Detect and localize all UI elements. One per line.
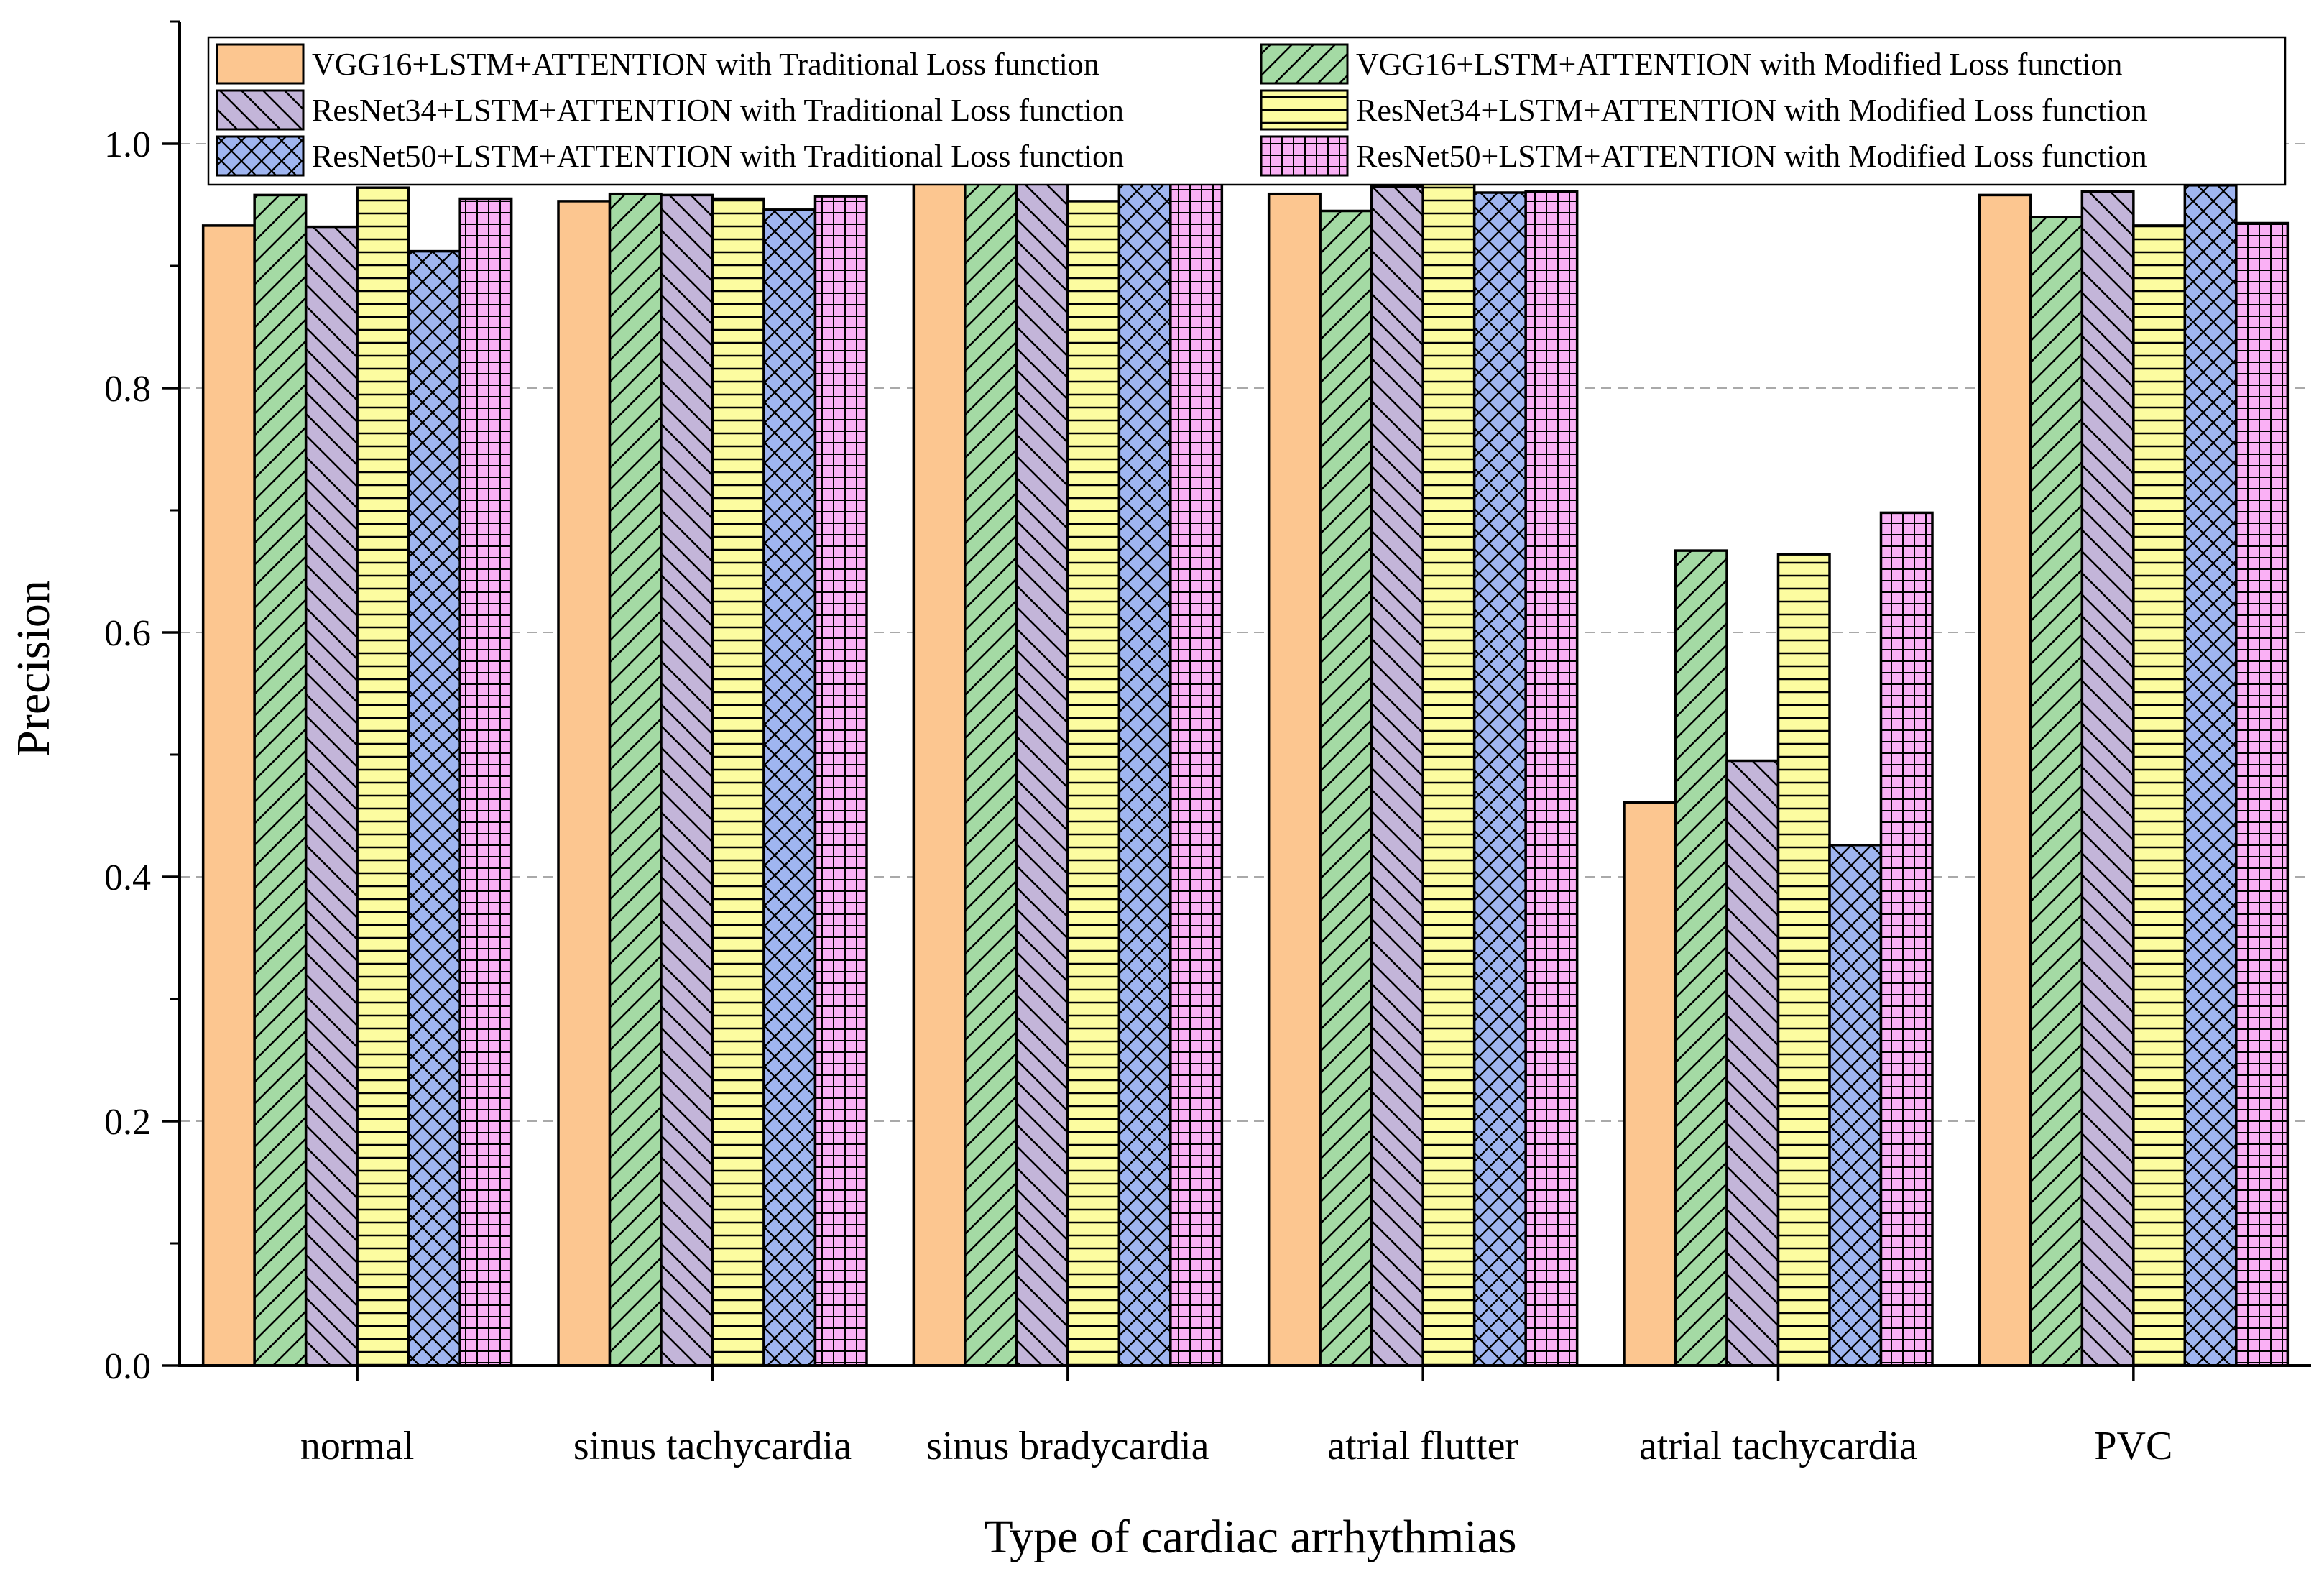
legend-label: ResNet50+LSTM+ATTENTION with Traditional… bbox=[312, 139, 1124, 174]
legend-swatch-pattern bbox=[1261, 137, 1347, 175]
bar-pattern bbox=[1016, 172, 1068, 1366]
bar-pattern bbox=[2236, 223, 2288, 1366]
bar-pattern bbox=[1778, 554, 1830, 1366]
bars bbox=[201, 164, 2290, 1367]
bar-pattern bbox=[1067, 201, 1120, 1366]
bar-pattern bbox=[1830, 844, 1881, 1366]
legend: VGG16+LSTM+ATTENTION with Traditional Lo… bbox=[207, 36, 2287, 186]
axis-labels: normal sinus tachycardia sinus bradycardia… bbox=[104, 124, 2172, 1468]
bar-pattern bbox=[1727, 760, 1779, 1366]
bar-pattern bbox=[1474, 193, 1526, 1366]
bar-pattern bbox=[1675, 551, 1727, 1366]
bar bbox=[1268, 193, 1321, 1366]
legend-swatch-pattern bbox=[1261, 45, 1347, 83]
legend-swatch bbox=[217, 45, 303, 83]
x-tick-label: sinus tachycardia bbox=[573, 1424, 852, 1468]
bar bbox=[1979, 195, 2031, 1366]
y-axis-title: Precision bbox=[7, 580, 60, 757]
bar-pattern bbox=[712, 198, 764, 1366]
legend-swatch-outline bbox=[1260, 135, 1349, 177]
legend-swatch-outline bbox=[1260, 43, 1349, 85]
bar-pattern bbox=[1371, 186, 1424, 1366]
x-tick-label: normal bbox=[300, 1424, 415, 1468]
x-tick-label: PVC bbox=[2094, 1424, 2172, 1468]
bar bbox=[558, 201, 610, 1366]
legend-label: VGG16+LSTM+ATTENTION with Traditional Lo… bbox=[312, 47, 1099, 82]
legend-swatch-outline bbox=[216, 89, 305, 131]
y-tick-label: 0.4 bbox=[104, 857, 151, 898]
legend-swatch-pattern bbox=[217, 137, 303, 175]
bar-pattern bbox=[2185, 185, 2236, 1366]
bar-pattern bbox=[460, 198, 512, 1366]
legend-box bbox=[207, 36, 2287, 186]
legend-swatch-pattern bbox=[1261, 91, 1347, 129]
bar-pattern bbox=[1170, 170, 1222, 1366]
y-tick-label: 0.6 bbox=[104, 613, 151, 654]
legend-label: VGG16+LSTM+ATTENTION with Modified Loss … bbox=[1356, 47, 2122, 82]
bar-pattern bbox=[964, 172, 1017, 1366]
bar-pattern bbox=[1881, 512, 1932, 1366]
y-tick-label: 0.0 bbox=[104, 1346, 151, 1387]
bar-pattern bbox=[1119, 165, 1171, 1366]
legend-label: ResNet34+LSTM+ATTENTION with Traditional… bbox=[312, 93, 1124, 128]
y-tick-label: 0.2 bbox=[104, 1102, 151, 1143]
x-axis-title: Type of cardiac arrhythmias bbox=[984, 1511, 1516, 1563]
y-tick-label: 0.8 bbox=[104, 369, 151, 410]
bar-pattern bbox=[2082, 191, 2134, 1366]
legend-swatch-pattern bbox=[217, 91, 303, 129]
bar bbox=[203, 225, 255, 1366]
bar-pattern bbox=[1526, 191, 1577, 1366]
bar-pattern bbox=[305, 226, 358, 1366]
bar-pattern bbox=[254, 195, 306, 1366]
legend-swatch-outline bbox=[1260, 89, 1349, 131]
legend-label: ResNet50+LSTM+ATTENTION with Modified Lo… bbox=[1356, 139, 2147, 174]
bar-pattern bbox=[408, 251, 461, 1366]
bar-pattern bbox=[661, 195, 713, 1366]
x-tick-label: atrial tachycardia bbox=[1639, 1424, 1917, 1468]
legend-swatch-outline bbox=[216, 135, 305, 177]
bar-pattern bbox=[815, 196, 867, 1366]
bar-pattern bbox=[609, 193, 661, 1366]
x-tick-label: atrial flutter bbox=[1327, 1424, 1518, 1468]
bar-pattern bbox=[2030, 217, 2083, 1366]
bar-pattern bbox=[764, 209, 816, 1366]
bar bbox=[913, 178, 965, 1366]
legend-swatch-outline bbox=[216, 43, 305, 85]
y-tick-label: 1.0 bbox=[104, 124, 151, 165]
bar-pattern bbox=[2133, 225, 2185, 1366]
x-tick-label: sinus bradycardia bbox=[926, 1424, 1209, 1468]
bar bbox=[1624, 802, 1676, 1366]
bar-pattern bbox=[1320, 211, 1372, 1366]
bar-pattern bbox=[1423, 178, 1475, 1366]
bar-pattern bbox=[357, 188, 409, 1366]
legend-label: ResNet34+LSTM+ATTENTION with Modified Lo… bbox=[1356, 93, 2147, 128]
axes bbox=[162, 20, 2311, 1381]
